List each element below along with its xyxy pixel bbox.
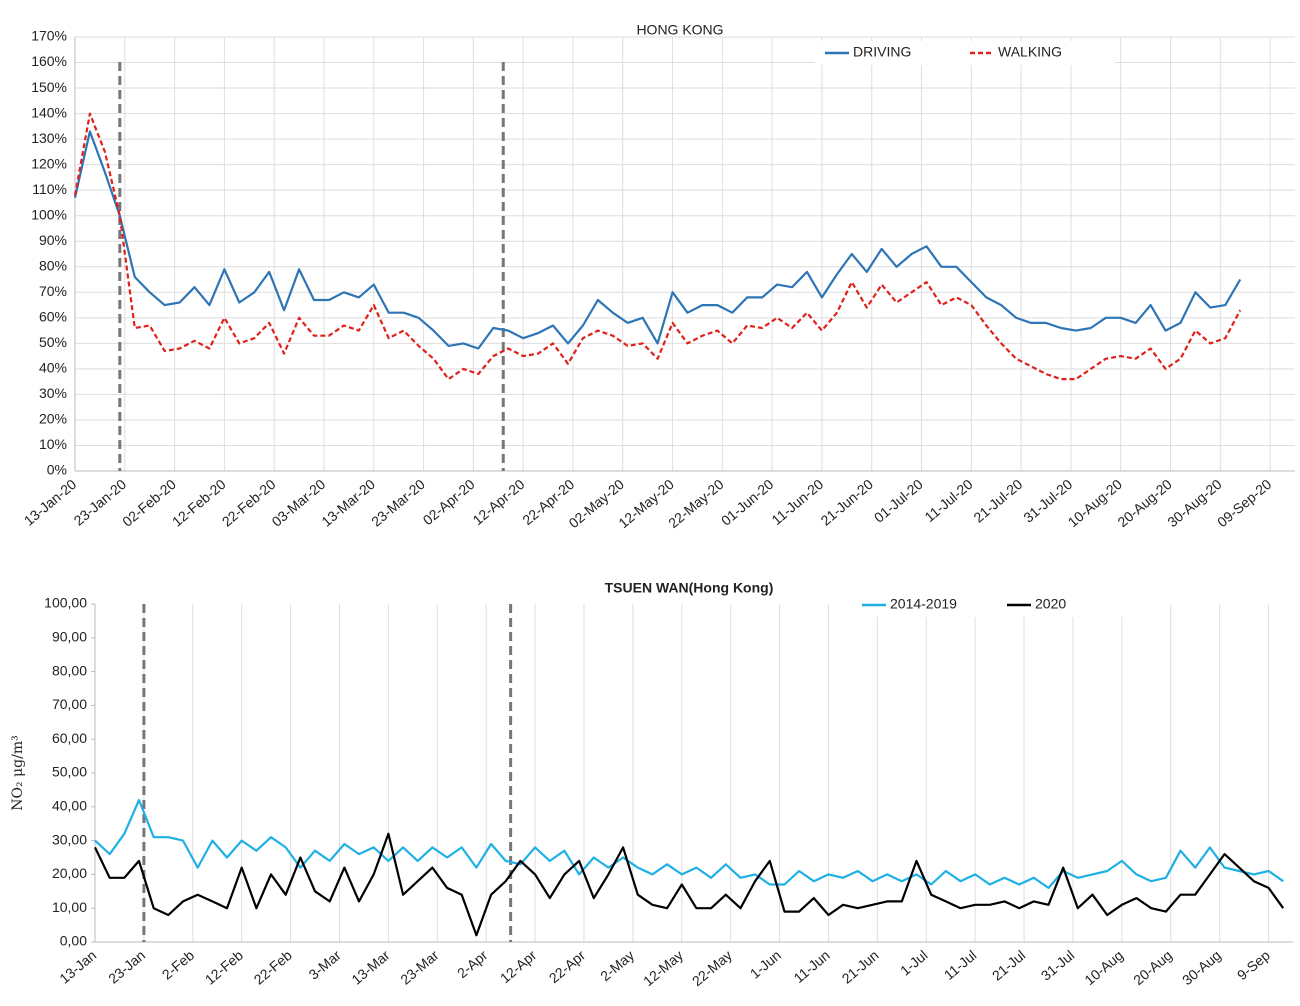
y-tick-label: 110% xyxy=(32,181,67,197)
y-tick-label: 30% xyxy=(39,385,67,401)
y-tick-label: 30,00 xyxy=(52,831,87,847)
x-tick-label: 23-Mar-20 xyxy=(368,476,428,530)
x-tick-label: 13-Mar-20 xyxy=(318,476,378,530)
y-tick-label: 140% xyxy=(31,104,67,120)
x-tick-label: 09-Sep-20 xyxy=(1214,476,1275,530)
x-tick-label: 01-Jun-20 xyxy=(718,476,777,529)
x-tick-label: 2-Feb xyxy=(159,947,197,983)
y-tick-label: 90,00 xyxy=(52,629,87,645)
x-tick-label: 22-Feb-20 xyxy=(219,476,279,530)
x-tick-label: 11-Jul xyxy=(941,947,980,983)
x-tick-label: 2-May xyxy=(597,947,637,984)
y-tick-label: 100,00 xyxy=(44,595,87,611)
chart-title: TSUEN WAN(Hong Kong) xyxy=(605,580,774,596)
y-tick-label: 40% xyxy=(39,360,67,376)
series-line xyxy=(94,798,1284,889)
legend-label: 2020 xyxy=(1035,596,1066,612)
x-tick-label: 1-Jun xyxy=(747,947,784,982)
x-tick-label: 12-May xyxy=(640,947,686,989)
x-tick-label: 23-Mar xyxy=(397,947,442,988)
y-tick-label: 150% xyxy=(31,79,67,95)
y-tick-label: 90% xyxy=(39,232,67,248)
x-tick-label: 12-Feb-20 xyxy=(169,476,229,530)
x-tick-label: 12-Feb xyxy=(202,947,246,988)
x-tick-label: 22-May-20 xyxy=(665,476,727,531)
y-tick-label: 160% xyxy=(31,53,67,69)
x-tick-label: 21-Jun xyxy=(839,947,882,987)
legend-label: 2014-2019 xyxy=(890,596,957,612)
y-tick-label: 20,00 xyxy=(52,865,87,881)
x-tick-label: 20-Aug-20 xyxy=(1114,476,1175,530)
y-tick-label: 0% xyxy=(47,462,67,478)
y-tick-label: 70,00 xyxy=(52,696,87,712)
series-line xyxy=(73,112,1242,381)
y-tick-label: 120% xyxy=(31,155,67,171)
chart-title: HONG KONG xyxy=(636,22,723,38)
y-tick-label: 40,00 xyxy=(52,798,87,814)
y-tick-label: 100% xyxy=(31,206,67,222)
x-tick-label: 11-Jun xyxy=(790,947,832,986)
x-tick-label: 03-Mar-20 xyxy=(269,476,329,530)
y-tick-label: 70% xyxy=(39,283,67,299)
y-tick-label: 50% xyxy=(39,334,67,350)
x-tick-label: 2-Apr xyxy=(454,947,491,981)
x-tick-label: 21-Jun-20 xyxy=(817,476,876,529)
series-line xyxy=(73,130,1242,350)
x-tick-label: 20-Aug xyxy=(1130,947,1175,988)
y-tick-label: 0,00 xyxy=(60,933,87,949)
y-tick-label: 10% xyxy=(39,436,67,452)
legend-label: DRIVING xyxy=(853,44,911,60)
x-tick-label: 11-Jun-20 xyxy=(768,476,826,528)
y-tick-label: 60% xyxy=(39,309,67,325)
x-tick-label: 1-Jul xyxy=(897,947,931,979)
y-tick-label: 60,00 xyxy=(52,730,87,746)
x-tick-label: 22-Apr xyxy=(546,947,589,986)
y-axis-label: NO₂ μg/m³ xyxy=(10,735,26,810)
y-tick-label: 130% xyxy=(31,130,67,146)
x-tick-label: 01-Jul-20 xyxy=(871,476,926,526)
x-tick-label: 31-Jul xyxy=(1038,947,1078,984)
x-tick-label: 22-May xyxy=(689,947,735,989)
legend-label: WALKING xyxy=(998,44,1062,60)
y-tick-label: 170% xyxy=(31,28,67,44)
legend-box xyxy=(815,41,1115,65)
y-tick-label: 10,00 xyxy=(52,899,87,915)
x-tick-label: 3-Mar xyxy=(306,947,345,983)
x-tick-label: 30-Aug xyxy=(1179,947,1224,988)
x-tick-label: 23-Jan xyxy=(105,947,148,987)
x-tick-label: 9-Sep xyxy=(1234,947,1273,983)
x-tick-label: 13-Mar xyxy=(348,947,393,988)
x-tick-label: 02-Feb-20 xyxy=(119,476,179,530)
x-tick-label: 21-Jul xyxy=(989,947,1029,984)
x-tick-label: 12-Apr xyxy=(497,947,540,986)
x-tick-label: 02-Apr-20 xyxy=(420,476,478,528)
legend-box xyxy=(852,593,1152,617)
x-tick-label: 21-Jul-20 xyxy=(970,476,1025,526)
x-tick-label: 22-Feb xyxy=(251,947,295,988)
x-tick-label: 10-Aug xyxy=(1081,947,1126,988)
y-tick-label: 80% xyxy=(39,257,67,273)
x-tick-label: 12-Apr-20 xyxy=(469,476,527,528)
x-tick-label: 11-Jul-20 xyxy=(921,476,975,525)
x-tick-label: 10-Aug-20 xyxy=(1065,476,1126,530)
x-tick-label: 23-Jan-20 xyxy=(71,476,130,529)
y-tick-label: 50,00 xyxy=(52,764,87,780)
x-tick-label: 13-Jan xyxy=(56,947,99,987)
y-tick-label: 80,00 xyxy=(52,662,87,678)
x-tick-label: 13-Jan-20 xyxy=(21,476,80,529)
y-tick-label: 20% xyxy=(39,411,67,427)
x-tick-label: 30-Aug-20 xyxy=(1164,476,1225,530)
series-line xyxy=(94,832,1285,937)
